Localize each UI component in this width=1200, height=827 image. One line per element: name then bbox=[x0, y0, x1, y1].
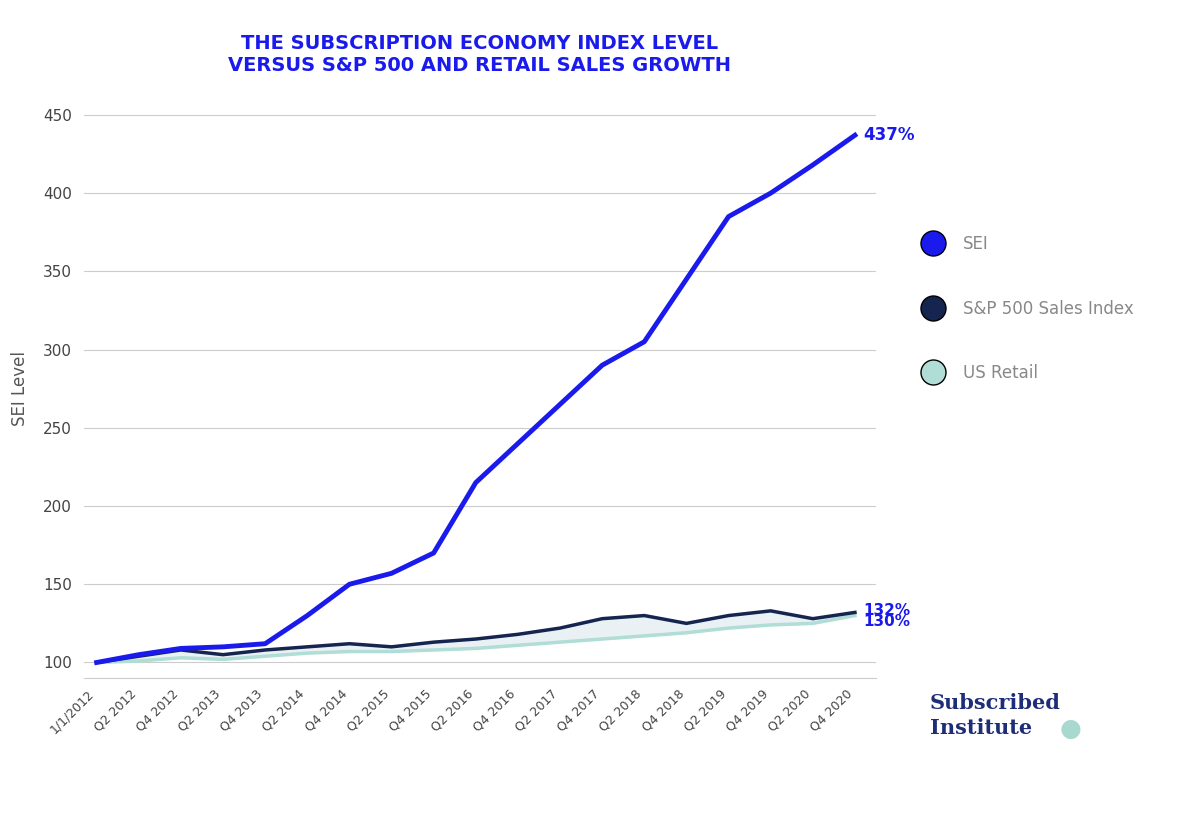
Text: 437%: 437% bbox=[863, 127, 914, 144]
Title: THE SUBSCRIPTION ECONOMY INDEX LEVEL
VERSUS S&P 500 AND RETAIL SALES GROWTH: THE SUBSCRIPTION ECONOMY INDEX LEVEL VER… bbox=[228, 35, 732, 75]
Y-axis label: SEI Level: SEI Level bbox=[11, 351, 29, 426]
Text: ●: ● bbox=[1060, 717, 1081, 742]
Legend: SEI, S&P 500 Sales Index, US Retail: SEI, S&P 500 Sales Index, US Retail bbox=[916, 235, 1134, 382]
Text: 130%: 130% bbox=[863, 614, 911, 629]
Text: 132%: 132% bbox=[863, 603, 911, 618]
Text: Subscribed
Institute: Subscribed Institute bbox=[930, 693, 1061, 738]
